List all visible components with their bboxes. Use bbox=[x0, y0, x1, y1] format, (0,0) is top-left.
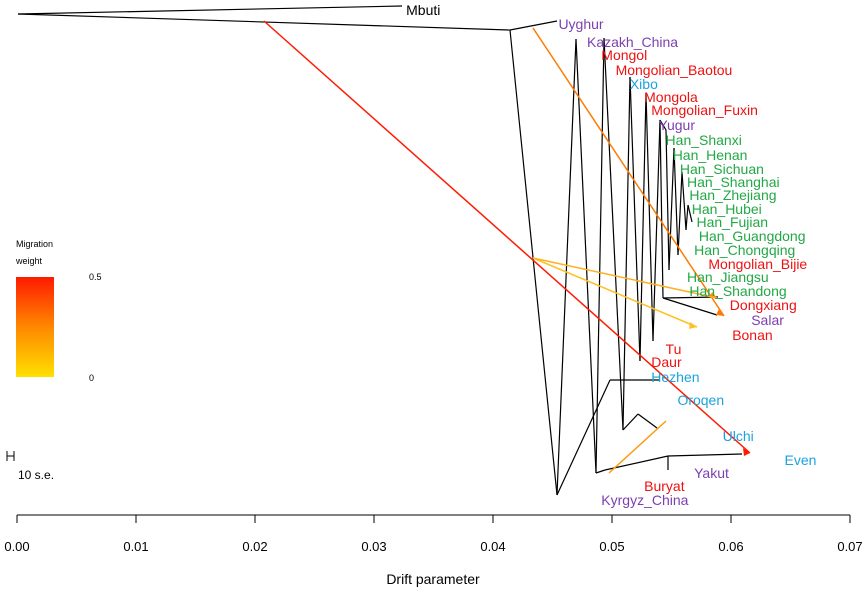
scale-bar-label: 10 s.e. bbox=[18, 468, 54, 482]
population-label: Mongolian_Bijie bbox=[708, 256, 807, 272]
tree-edge bbox=[685, 204, 689, 231]
tree-edge bbox=[622, 413, 639, 431]
tree-edge bbox=[662, 296, 719, 299]
tree-edge bbox=[509, 20, 558, 31]
population-label: Mongolian_Fuxin bbox=[651, 102, 758, 118]
population-label: Bonan bbox=[732, 327, 772, 343]
migration-legend: Migration weight 0.5 0 10 s.e. bbox=[6, 239, 102, 482]
population-labels: MbutiUyghurKazakh_ChinaMongolMongolian_B… bbox=[406, 2, 816, 508]
population-label: Yakut bbox=[694, 465, 729, 481]
population-label: Mongola bbox=[644, 89, 698, 105]
tree-edge bbox=[509, 29, 558, 496]
population-label: Dongxiang bbox=[730, 297, 797, 313]
tree-edge bbox=[629, 76, 641, 362]
x-tick-label: 0.06 bbox=[718, 539, 743, 554]
migration-arrowhead bbox=[743, 448, 750, 456]
population-label: Even bbox=[785, 452, 817, 468]
x-tick-label: 0.02 bbox=[242, 539, 267, 554]
migration-arrowhead bbox=[716, 309, 724, 316]
migration-color-bar bbox=[16, 277, 54, 377]
population-label: Mongol bbox=[601, 47, 647, 63]
population-label: Han_Sichuan bbox=[680, 161, 764, 177]
legend-title-2: weight bbox=[15, 256, 43, 266]
population-label: Ulchi bbox=[723, 428, 754, 444]
tree-edge bbox=[667, 453, 743, 457]
legend-max-label: 0.5 bbox=[89, 272, 102, 282]
population-label: Han_Henan bbox=[673, 147, 748, 163]
tree-edge bbox=[556, 379, 611, 496]
population-label: Han_Zhejiang bbox=[689, 187, 776, 203]
tree-edge bbox=[659, 119, 667, 131]
population-label: Han_Shandong bbox=[689, 283, 786, 299]
tree-edge bbox=[659, 119, 664, 299]
x-axis: 0.00 0.01 0.02 0.03 0.04 0.05 0.06 0.07 bbox=[4, 514, 863, 554]
population-label: Tu bbox=[666, 341, 682, 357]
population-label: Han_Chongqing bbox=[694, 242, 795, 258]
tree-edge bbox=[645, 92, 654, 342]
population-label: Han_Hubei bbox=[692, 201, 762, 217]
x-axis-title: Drift parameter bbox=[386, 571, 480, 587]
population-label: Kyrgyz_China bbox=[601, 492, 688, 508]
migration-edge bbox=[532, 257, 698, 328]
population-label: Mbuti bbox=[406, 2, 440, 18]
tree-edge bbox=[17, 5, 403, 15]
tree-edge bbox=[637, 413, 658, 429]
population-label: Salar bbox=[751, 312, 784, 328]
scale-bar bbox=[6, 451, 15, 461]
tree-edge bbox=[681, 171, 687, 231]
population-label: Buryat bbox=[644, 478, 685, 494]
tree-edge bbox=[595, 469, 606, 474]
population-label: Han_Shanxi bbox=[666, 132, 742, 148]
population-label: Han_Fujian bbox=[696, 214, 768, 230]
tree-edge bbox=[556, 38, 577, 496]
tree-edges bbox=[17, 5, 743, 496]
migration-edge bbox=[532, 27, 725, 317]
x-tick-label: 0.07 bbox=[837, 539, 862, 554]
legend-title-1: Migration bbox=[16, 239, 53, 249]
x-tick-label: 0.05 bbox=[599, 539, 624, 554]
legend-min-label: 0 bbox=[89, 373, 94, 383]
population-label: Xibo bbox=[630, 76, 658, 92]
migration-edge bbox=[263, 20, 751, 454]
x-tick-label: 0.04 bbox=[480, 539, 505, 554]
population-label: Han_Jiangsu bbox=[687, 269, 769, 285]
tree-edge bbox=[652, 119, 661, 342]
tree-edge bbox=[575, 38, 597, 474]
migration-arrowhead bbox=[689, 322, 697, 329]
migration-edges bbox=[263, 20, 751, 474]
tree-edge bbox=[668, 147, 675, 271]
population-label: Oroqen bbox=[677, 392, 724, 408]
population-label: Kazakh_China bbox=[587, 34, 678, 50]
tree-edge bbox=[603, 37, 624, 431]
migration-edge bbox=[608, 420, 667, 474]
population-label: Han_Shanghai bbox=[687, 174, 780, 190]
x-tick-label: 0.00 bbox=[4, 539, 29, 554]
population-label: Hezhen bbox=[651, 369, 699, 385]
tree-edge bbox=[677, 171, 683, 256]
population-label: Daur bbox=[651, 354, 682, 370]
tree-edge bbox=[665, 129, 670, 271]
population-label: Mongolian_Baotou bbox=[616, 62, 733, 78]
tree-edge bbox=[673, 147, 679, 256]
tree-edge bbox=[639, 92, 647, 362]
tree-edge bbox=[595, 37, 605, 474]
tree-edge bbox=[662, 297, 718, 316]
population-label: Uyghur bbox=[558, 16, 603, 32]
tree-edge bbox=[622, 76, 631, 431]
population-label: Han_Guangdong bbox=[699, 228, 806, 244]
x-tick-label: 0.03 bbox=[361, 539, 386, 554]
tree-edge bbox=[687, 204, 693, 223]
migration-edge bbox=[532, 257, 718, 299]
x-tick-label: 0.01 bbox=[123, 539, 148, 554]
population-label: Yugur bbox=[658, 117, 695, 133]
